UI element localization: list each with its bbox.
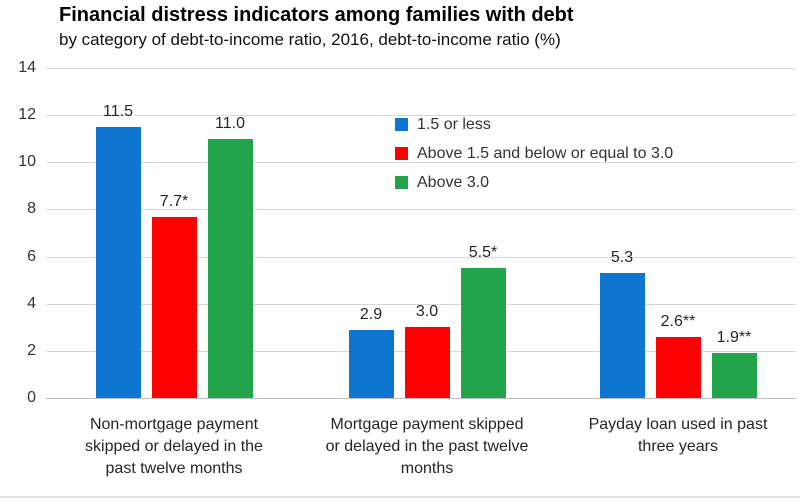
- bar-1-3: [599, 273, 645, 398]
- bar-3-2: [460, 268, 506, 398]
- legend-color-swatch: [395, 118, 408, 131]
- y-tick-label: 8: [27, 200, 36, 218]
- legend-item-label: Above 1.5 and below or equal to 3.0: [417, 144, 674, 162]
- bar-value-label: 5.3: [610, 249, 634, 267]
- bar-value-label: 2.6**: [660, 312, 696, 330]
- y-tick-label: 0: [27, 389, 36, 406]
- category-label: Non-mortgage payment skipped or delayed i…: [85, 416, 263, 477]
- bar-value-label: 3.0: [415, 303, 439, 321]
- legend-item: Above 3.0: [395, 168, 673, 197]
- bar-value-label: 7.7*: [159, 192, 189, 210]
- y-tick-label: 2: [27, 341, 36, 359]
- gridline: [46, 256, 796, 258]
- bar-2-2: [404, 327, 450, 398]
- bar-value-label: 2.9: [359, 305, 383, 323]
- category-label: Payday loan used in past three years: [588, 416, 768, 455]
- legend-color-swatch: [395, 147, 408, 160]
- y-tick-label: 14: [18, 59, 36, 76]
- bar-1-2: [348, 329, 394, 398]
- bar-3-1: [207, 138, 253, 398]
- gridline: [46, 115, 796, 117]
- y-tick-label: 12: [18, 106, 36, 124]
- gridline: [46, 209, 796, 211]
- legend-item: Above 1.5 and below or equal to 3.0: [395, 139, 673, 168]
- chart-title: Financial distress indicators among fami…: [59, 4, 574, 26]
- bar-2-3: [655, 336, 701, 398]
- category-label: Mortgage payment skipped or delayed in th…: [325, 416, 529, 477]
- bar-1-1: [95, 126, 141, 398]
- bar-3-3: [711, 353, 757, 398]
- legend-item-label: 1.5 or less: [417, 115, 491, 133]
- x-axis-line: [46, 398, 796, 399]
- bottom-divider: [0, 496, 800, 498]
- legend-item: 1.5 or less: [395, 110, 673, 139]
- bar-value-label: 11.0: [215, 114, 245, 132]
- legend: 1.5 or less Above 1.5 and below or equal …: [395, 110, 673, 197]
- legend-item-label: Above 3.0: [417, 173, 490, 191]
- y-tick-label: 10: [18, 153, 36, 171]
- gridline: [46, 303, 796, 305]
- legend-color-swatch: [395, 176, 408, 189]
- y-tick-label: 4: [27, 294, 36, 312]
- bar-value-label: 1.9**: [716, 329, 752, 347]
- chart-subtitle: by category of debt-to-income ratio, 201…: [59, 30, 561, 49]
- gridline: [46, 68, 796, 69]
- bar-value-label: 11.5: [103, 102, 133, 120]
- gridline: [46, 162, 796, 164]
- bar-value-label: 5.5*: [468, 244, 498, 262]
- y-tick-label: 6: [27, 247, 36, 265]
- bar-2-1: [151, 216, 197, 398]
